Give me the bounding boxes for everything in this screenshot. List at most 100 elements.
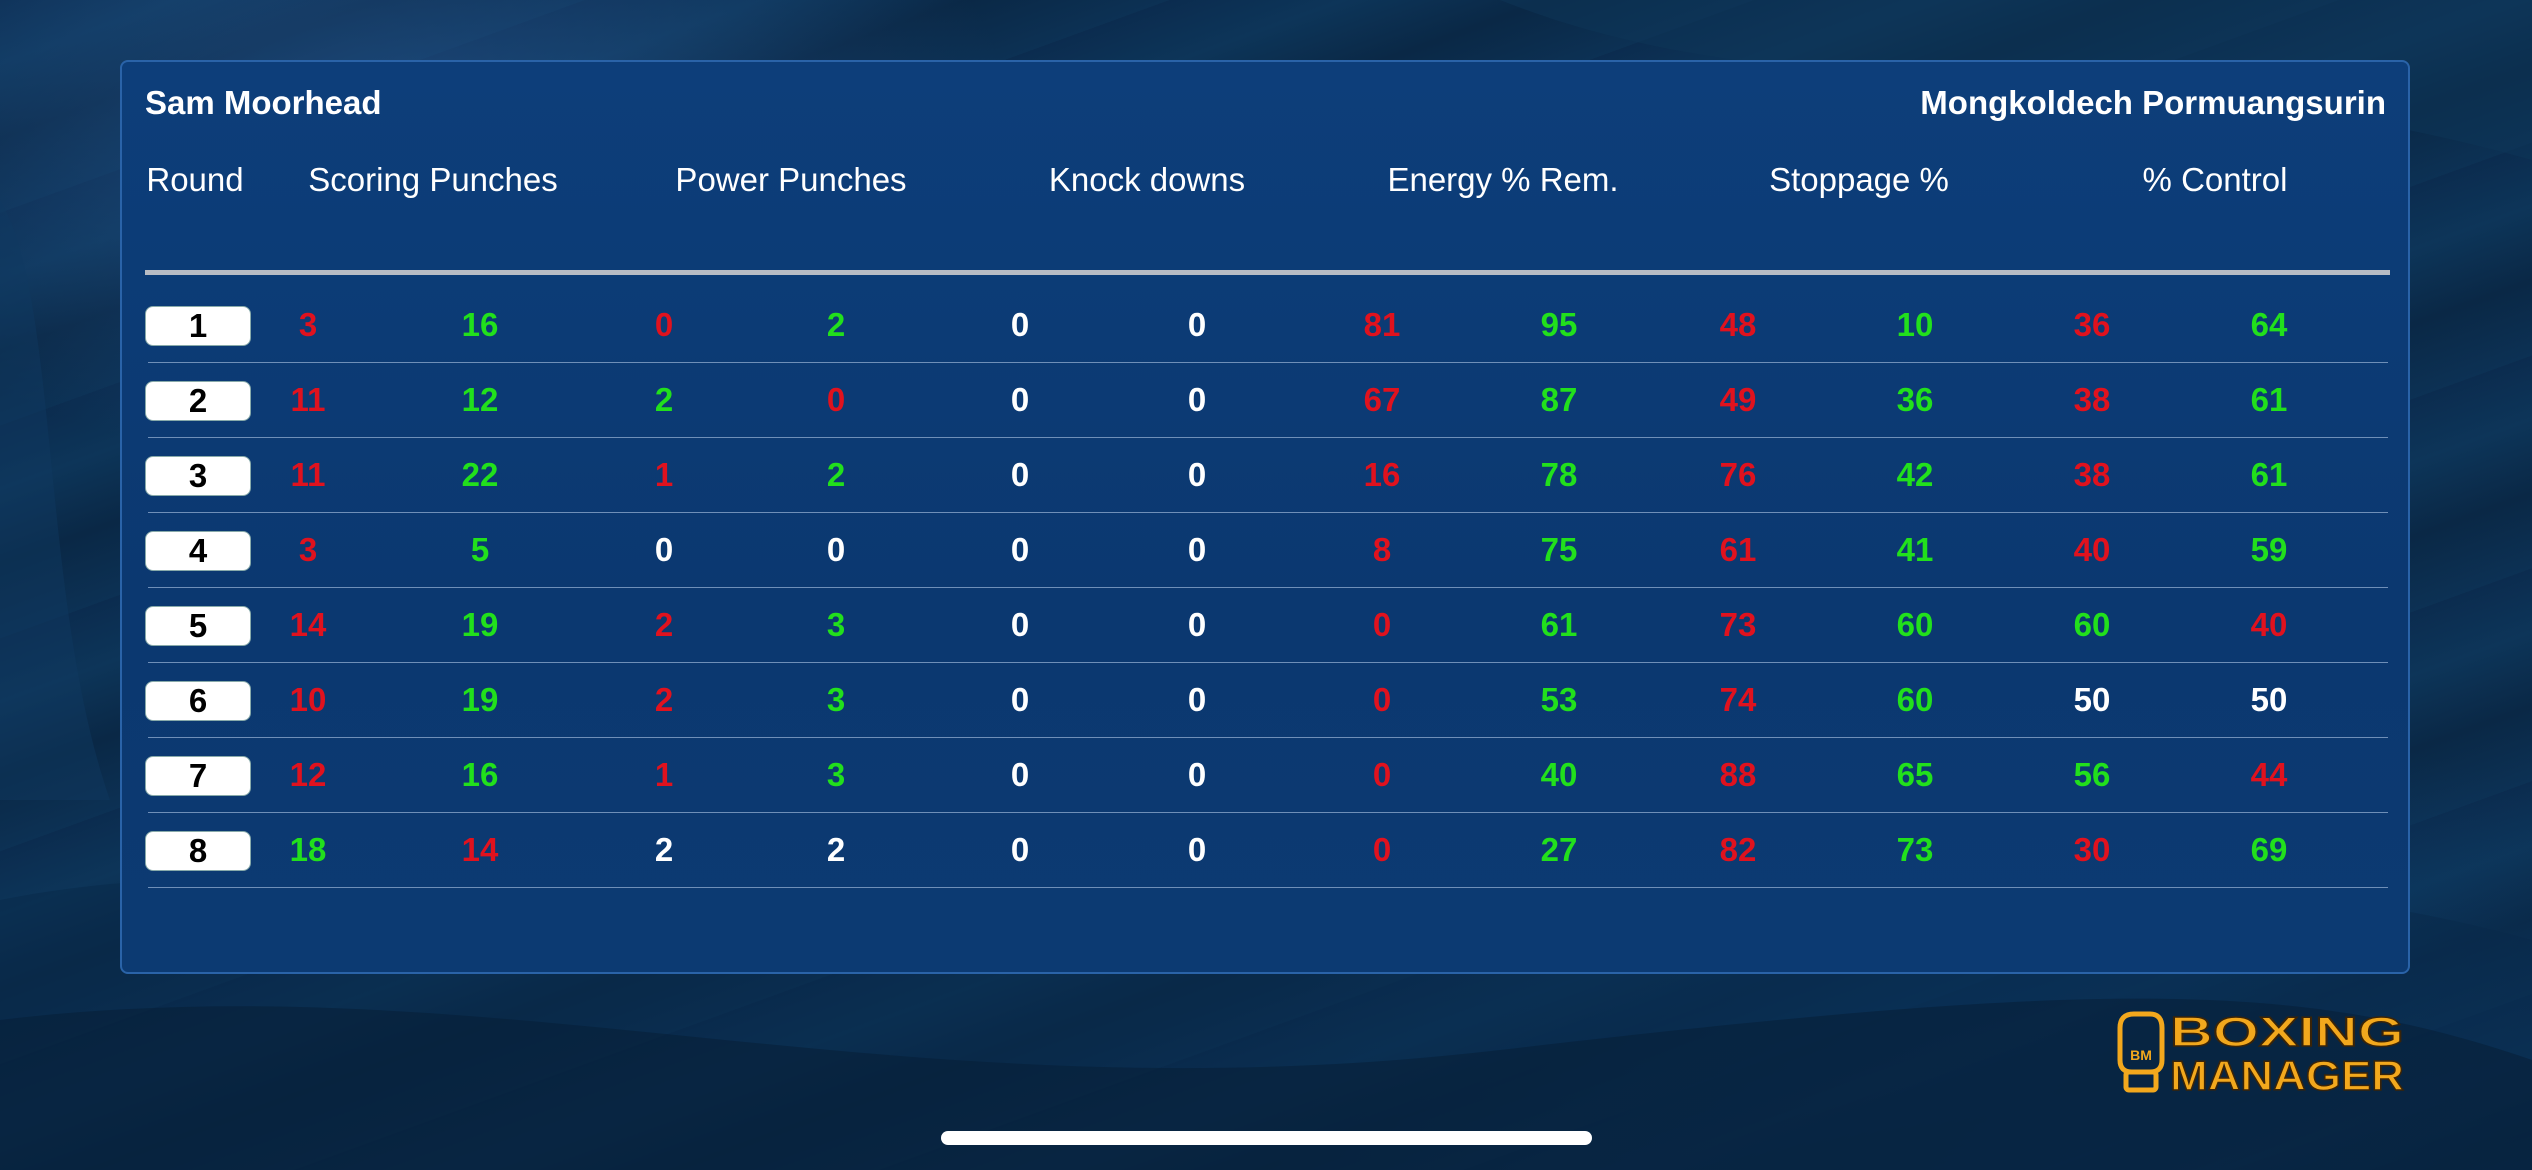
cell-stoppage-left: 48 — [1719, 306, 1757, 343]
cell-scoring-punches-left: 10 — [289, 681, 327, 718]
cell-control-left: 50 — [2073, 681, 2111, 718]
cell-power-punches-right: 3 — [826, 756, 846, 793]
cell-knock-downs-right: 0 — [1187, 606, 1207, 643]
cell-knock-downs-left: 0 — [1010, 381, 1030, 418]
header-round: Round — [146, 161, 244, 198]
cell-energy-left: 0 — [1372, 606, 1392, 643]
round-number-badge[interactable]: 4 — [145, 531, 251, 571]
cell-scoring-punches-right: 14 — [461, 831, 499, 868]
logo-line1: BOXING — [2170, 1008, 2404, 1055]
cell-power-punches-left: 0 — [654, 531, 674, 568]
cell-energy-right: 40 — [1540, 756, 1578, 793]
cell-stoppage-left: 73 — [1719, 606, 1757, 643]
cell-power-punches-left: 2 — [654, 381, 674, 418]
round-number-badge[interactable]: 6 — [145, 681, 251, 721]
cell-knock-downs-right: 0 — [1187, 681, 1207, 718]
table-row: 6 10 19 2 3 0 0 0 53 74 60 50 50 — [145, 663, 2388, 738]
cell-power-punches-right: 2 — [826, 831, 846, 868]
round-number-badge[interactable]: 8 — [145, 831, 251, 871]
cell-control-right: 40 — [2250, 606, 2288, 643]
round-number-badge[interactable]: 3 — [145, 456, 251, 496]
cell-stoppage-right: 73 — [1896, 831, 1934, 868]
cell-control-right: 69 — [2250, 831, 2288, 868]
cell-control-right: 64 — [2250, 306, 2288, 343]
cell-control-left: 56 — [2073, 756, 2111, 793]
cell-energy-left: 16 — [1363, 456, 1401, 493]
round-stats-panel: Sam Moorhead Mongkoldech Pormuangsurin R… — [120, 60, 2410, 974]
cell-power-punches-right: 3 — [826, 681, 846, 718]
row-divider — [148, 662, 2388, 663]
header-knock-downs: Knock downs — [1048, 161, 1246, 198]
cell-stoppage-right: 60 — [1896, 606, 1934, 643]
cell-stoppage-right: 41 — [1896, 531, 1934, 568]
cell-power-punches-right: 2 — [826, 456, 846, 493]
cell-stoppage-right: 10 — [1896, 306, 1934, 343]
cell-scoring-punches-left: 3 — [298, 531, 318, 568]
cell-stoppage-left: 76 — [1719, 456, 1757, 493]
cell-energy-right: 87 — [1540, 381, 1578, 418]
cell-power-punches-left: 1 — [654, 756, 674, 793]
cell-knock-downs-left: 0 — [1010, 606, 1030, 643]
header-divider — [145, 270, 2390, 275]
cell-scoring-punches-right: 19 — [461, 606, 499, 643]
row-divider — [148, 737, 2388, 738]
table-row: 8 18 14 2 2 0 0 0 27 82 73 30 69 — [145, 813, 2388, 888]
round-number-badge[interactable]: 1 — [145, 306, 251, 346]
round-number-badge[interactable]: 7 — [145, 756, 251, 796]
round-number-badge[interactable]: 5 — [145, 606, 251, 646]
cell-knock-downs-left: 0 — [1010, 306, 1030, 343]
table-row: 1 3 16 0 2 0 0 81 95 48 10 36 64 — [145, 288, 2388, 363]
row-divider — [148, 437, 2388, 438]
cell-knock-downs-left: 0 — [1010, 756, 1030, 793]
round-number-badge[interactable]: 2 — [145, 381, 251, 421]
cell-knock-downs-right: 0 — [1187, 306, 1207, 343]
cell-stoppage-left: 74 — [1719, 681, 1757, 718]
header-energy-remaining: Energy % Rem. — [1387, 161, 1619, 198]
cell-control-left: 30 — [2073, 831, 2111, 868]
cell-knock-downs-right: 0 — [1187, 831, 1207, 868]
cell-stoppage-right: 42 — [1896, 456, 1934, 493]
cell-power-punches-right: 0 — [826, 381, 846, 418]
cell-control-left: 40 — [2073, 531, 2111, 568]
cell-energy-left: 8 — [1372, 531, 1392, 568]
row-divider — [148, 887, 2388, 888]
home-indicator[interactable] — [941, 1131, 1592, 1145]
cell-control-right: 61 — [2250, 456, 2288, 493]
header-power-punches: Power Punches — [675, 161, 907, 198]
table-row: 7 12 16 1 3 0 0 0 40 88 65 56 44 — [145, 738, 2388, 813]
cell-scoring-punches-right: 19 — [461, 681, 499, 718]
cell-stoppage-left: 61 — [1719, 531, 1757, 568]
cell-power-punches-left: 2 — [654, 831, 674, 868]
cell-scoring-punches-right: 16 — [461, 756, 499, 793]
table-row: 3 11 22 1 2 0 0 16 78 76 42 38 61 — [145, 438, 2388, 513]
cell-stoppage-right: 60 — [1896, 681, 1934, 718]
cell-power-punches-right: 3 — [826, 606, 846, 643]
cell-energy-left: 0 — [1372, 681, 1392, 718]
cell-energy-left: 0 — [1372, 831, 1392, 868]
cell-control-right: 61 — [2250, 381, 2288, 418]
header-stoppage: Stoppage % — [1769, 161, 1949, 198]
cell-control-left: 38 — [2073, 381, 2111, 418]
row-divider — [148, 362, 2388, 363]
cell-power-punches-right: 0 — [826, 531, 846, 568]
row-divider — [148, 512, 2388, 513]
cell-power-punches-left: 2 — [654, 606, 674, 643]
cell-power-punches-left: 1 — [654, 456, 674, 493]
fighter-right-name: Mongkoldech Pormuangsurin — [1920, 84, 2386, 121]
cell-scoring-punches-left: 12 — [289, 756, 327, 793]
cell-power-punches-left: 2 — [654, 681, 674, 718]
cell-control-left: 38 — [2073, 456, 2111, 493]
cell-control-right: 50 — [2250, 681, 2288, 718]
cell-knock-downs-right: 0 — [1187, 381, 1207, 418]
cell-control-right: 44 — [2250, 756, 2288, 793]
logo-line2: MANAGER — [2170, 1052, 2404, 1098]
cell-scoring-punches-left: 11 — [290, 456, 326, 493]
cell-power-punches-right: 2 — [826, 306, 846, 343]
cell-stoppage-left: 88 — [1719, 756, 1757, 793]
cell-scoring-punches-right: 22 — [461, 456, 499, 493]
cell-power-punches-left: 0 — [654, 306, 674, 343]
table-row: 4 3 5 0 0 0 0 8 75 61 41 40 59 — [145, 513, 2388, 588]
cell-scoring-punches-right: 12 — [461, 381, 499, 418]
cell-control-right: 59 — [2250, 531, 2288, 568]
cell-knock-downs-right: 0 — [1187, 456, 1207, 493]
